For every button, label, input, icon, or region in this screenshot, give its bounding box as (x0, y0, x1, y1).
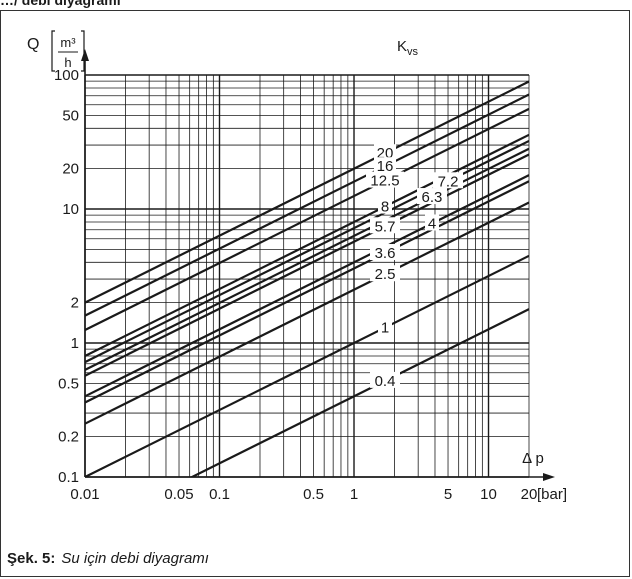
y-tick-label: 50 (62, 107, 79, 124)
series-label-4: 4 (428, 215, 436, 232)
figure-frame: 20 16 12.5 8 7.2 6.3 5.7 4 3.6 2.5 1 0.4 0.01 0.05 0.… (0, 10, 630, 577)
series-label-bg (374, 157, 397, 174)
series-label-bg (416, 188, 447, 205)
series-line-0-4 (189, 308, 529, 477)
series-label-bg (370, 265, 401, 282)
series-label-12-5: 12.5 (370, 173, 399, 190)
y-tick-label: 10 (62, 201, 79, 218)
x-tick-label: 0.1 (209, 486, 230, 503)
series-label-16: 16 (377, 158, 394, 175)
legend-title: Kvs (397, 38, 419, 58)
y-unit-bracket-left (51, 30, 55, 72)
page-header-fragment: …/ debi diyagramı (0, 0, 121, 8)
series-label-2-5: 2.5 (375, 266, 396, 283)
series-line-5-7 (85, 153, 529, 377)
y-unit-numerator: m³ (60, 35, 76, 50)
figure-caption: Şek. 5: Su için debi diyagramı (7, 550, 209, 567)
series-label-3-6: 3.6 (375, 245, 396, 262)
series-label-bg (370, 217, 401, 234)
series-line-1 (85, 254, 529, 477)
series-label-bg (378, 318, 393, 335)
caption-text: Su için debi diyagramı (61, 550, 209, 567)
series-line-16 (85, 93, 529, 317)
x-tick-label: 0.05 (164, 486, 193, 503)
caption-number: Şek. 5: (7, 550, 56, 567)
x-tick-label: 20 (521, 486, 538, 503)
y-axis-arrow (81, 49, 89, 61)
series-label-1: 1 (381, 320, 389, 337)
series-label-6-3: 6.3 (422, 189, 443, 206)
x-axis-label: Δ p (522, 450, 544, 467)
x-tick-label: 1 (350, 486, 358, 503)
y-tick-label: 100 (54, 67, 79, 84)
x-tick-label: 5 (444, 486, 452, 503)
series-line-8 (85, 133, 529, 357)
series-label-bg (366, 171, 405, 188)
series-label-bg (374, 144, 397, 161)
series-line-12-5 (85, 107, 529, 331)
chart-axes (81, 49, 555, 481)
y-tick-label: 0.2 (58, 429, 79, 446)
series-label-bg (370, 371, 401, 388)
y-tick-label: 1 (71, 335, 79, 352)
series-label-bg (378, 197, 393, 214)
series-line-4 (85, 174, 529, 398)
series-label-5-7: 5.7 (375, 218, 396, 235)
series-line-2-5 (85, 201, 529, 425)
series-line-20 (85, 80, 529, 304)
series-label-bg (433, 172, 464, 189)
series-label-7-2: 7.2 (438, 173, 459, 190)
y-tick-label: 0.1 (58, 469, 79, 486)
series-label-bg (370, 244, 401, 261)
x-tick-label: 0.01 (70, 486, 99, 503)
y-unit-denominator: h (64, 55, 71, 70)
series-line-3-6 (85, 180, 529, 404)
chart-tick-labels: 0.01 0.05 0.1 0.5 1 5 10 20 0.1 0.2 0.5 1 2 10 20 50 100… (27, 30, 567, 503)
y-tick-label: 0.5 (58, 375, 79, 392)
y-unit-bracket-right (81, 30, 85, 72)
x-axis-unit: [bar] (537, 486, 567, 503)
chart-grid (84, 74, 530, 478)
series-label-bg (424, 214, 439, 231)
y-tick-label: 20 (62, 161, 79, 178)
x-tick-label: 10 (480, 486, 497, 503)
series-label-0-4: 0.4 (375, 373, 396, 390)
y-tick-label: 2 (71, 295, 79, 312)
chart-series-lines (85, 80, 529, 477)
series-label-8: 8 (381, 199, 389, 216)
x-axis-arrow (543, 473, 555, 481)
x-tick-label: 0.5 (303, 486, 324, 503)
y-axis-label: Q (27, 36, 39, 53)
